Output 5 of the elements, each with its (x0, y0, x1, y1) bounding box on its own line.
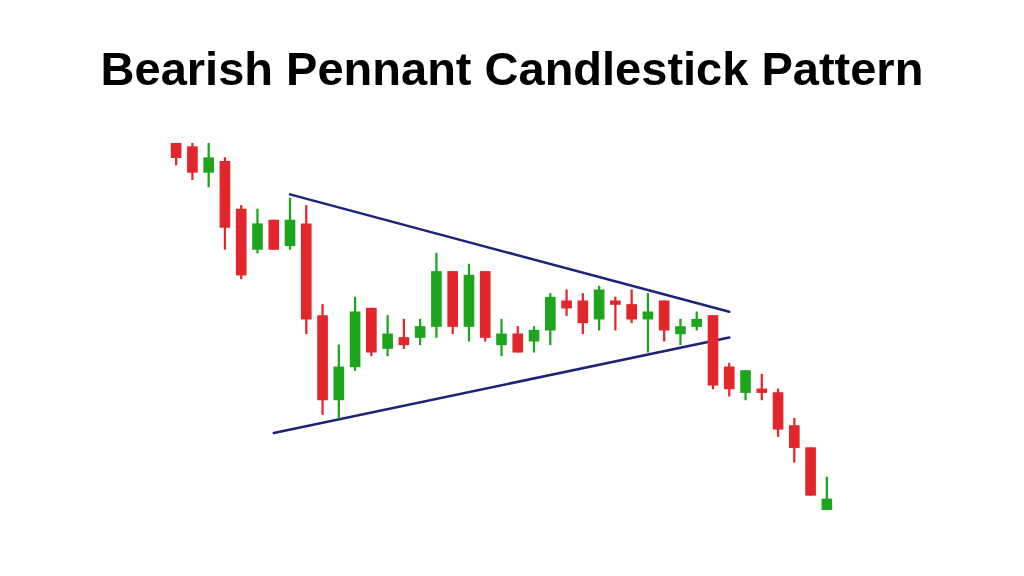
candlestick (561, 289, 572, 316)
candlestick (610, 296, 621, 331)
candlestick (675, 318, 686, 346)
candlestick (496, 318, 507, 357)
chart-title: Bearish Pennant Candlestick Pattern (99, 41, 925, 97)
